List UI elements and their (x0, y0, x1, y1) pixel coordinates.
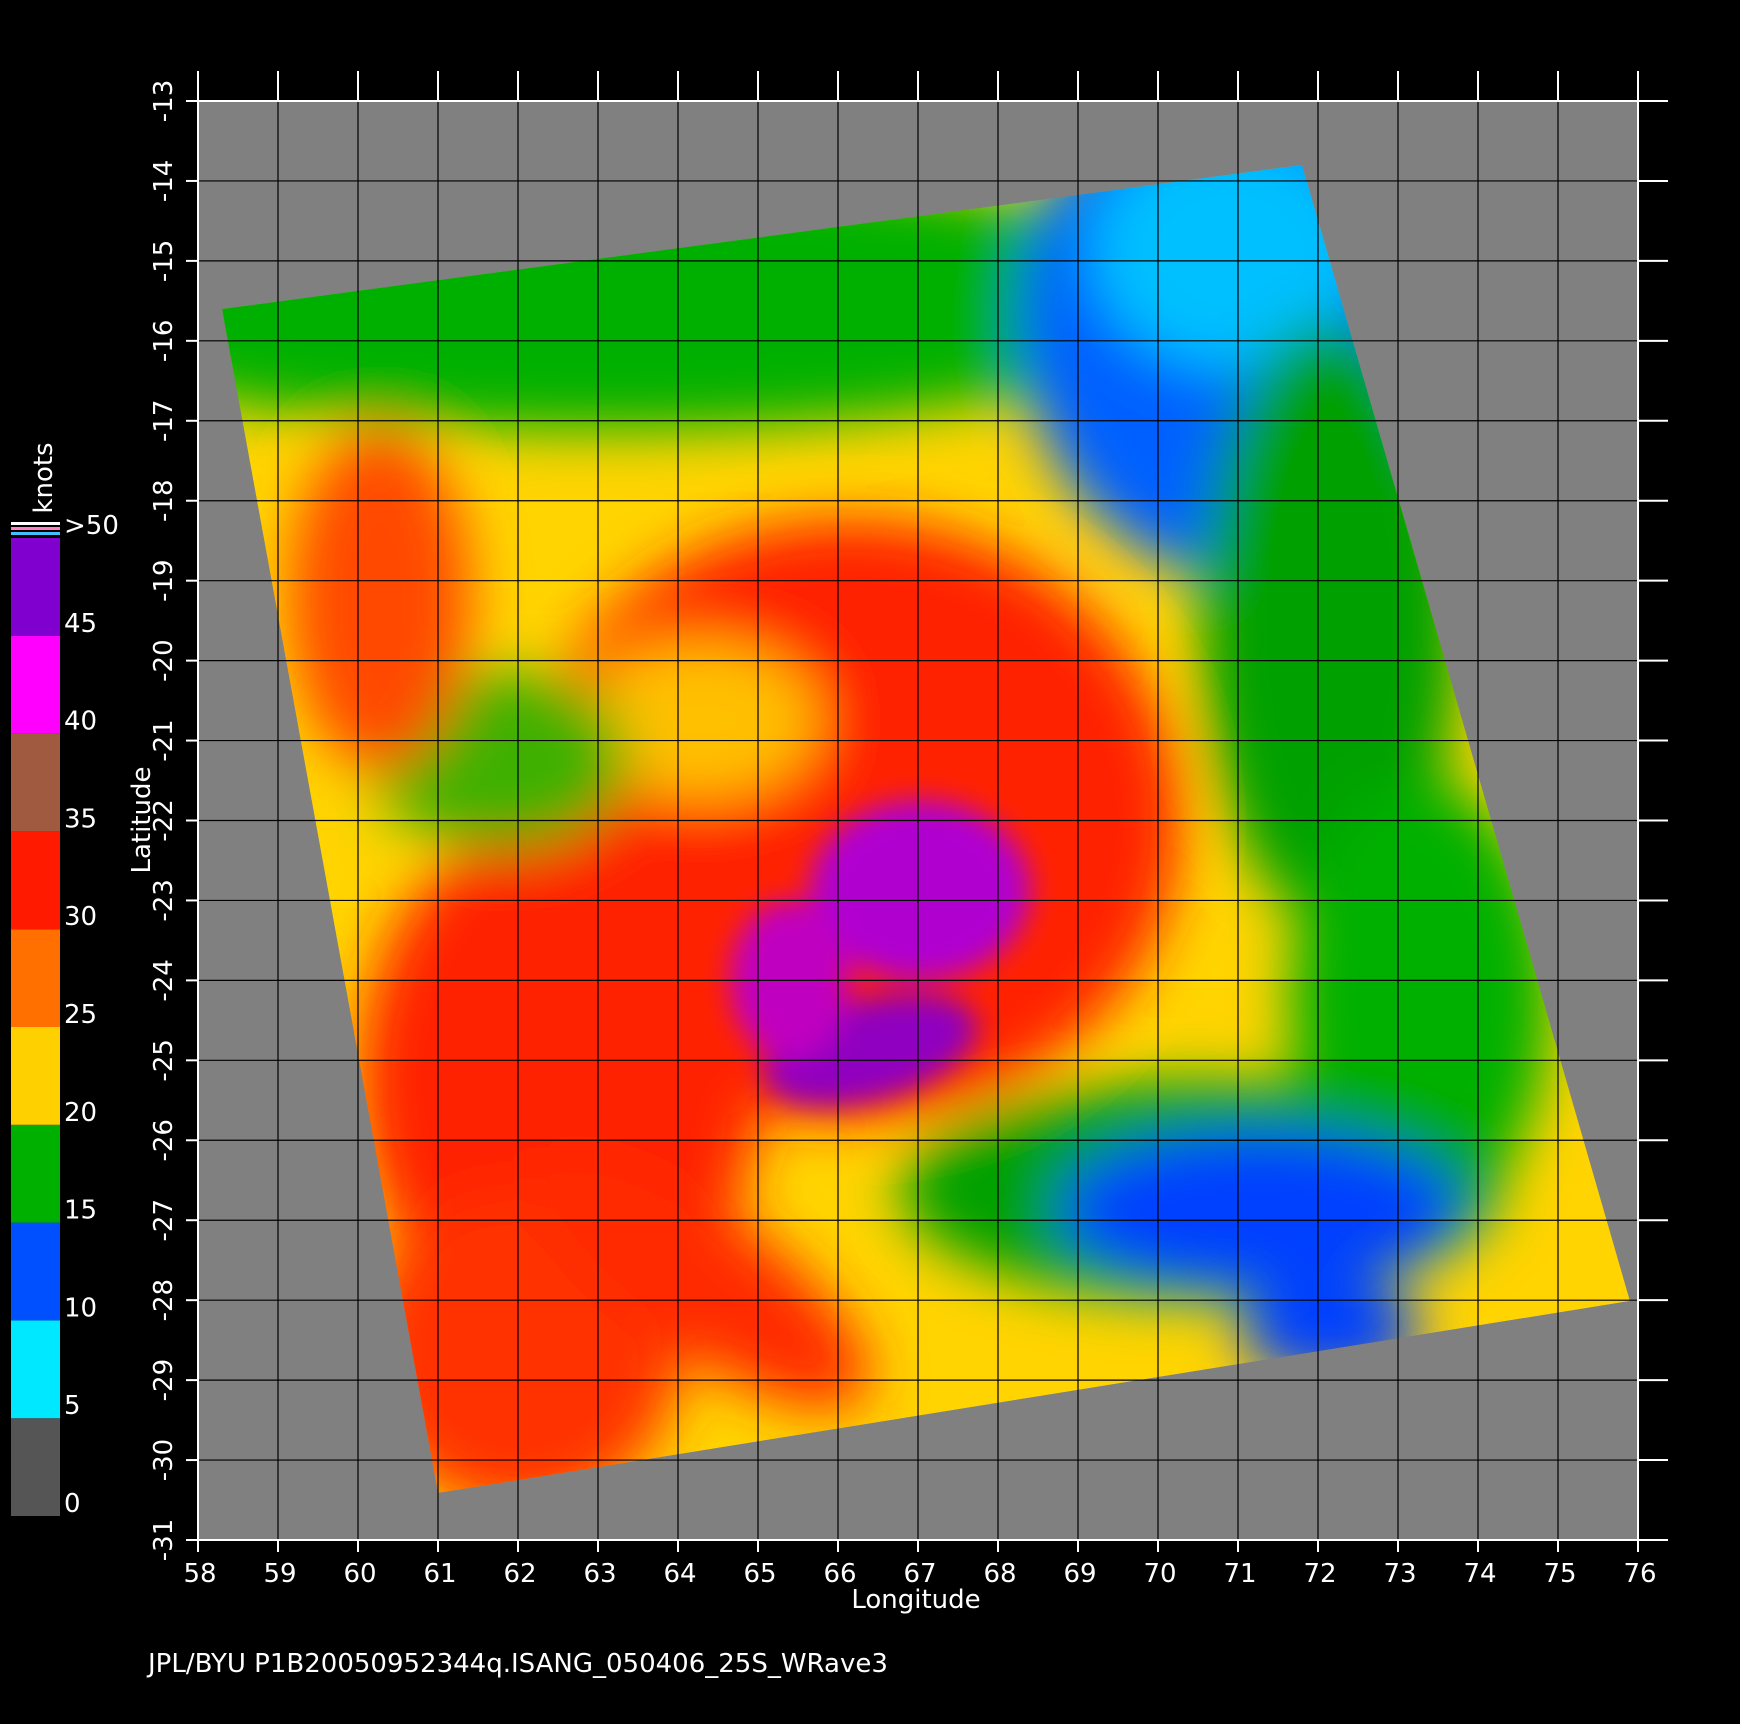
y-tick-label: -15 (149, 240, 179, 282)
y-axis-label: Latitude (127, 766, 157, 873)
x-tick-label: 69 (1063, 1559, 1096, 1589)
y-tick-label: -25 (149, 1039, 179, 1081)
x-tick-label: 63 (583, 1559, 616, 1589)
x-tick-label: 70 (1143, 1559, 1176, 1589)
colorbar-segment (11, 733, 60, 832)
footer: JPL/BYU P1B20050952344q.ISANG_050406_25S… (146, 1649, 888, 1679)
colorbar-tick-label: 10 (64, 1293, 97, 1323)
colorbar-label: knots (29, 442, 59, 513)
colorbar-segment (11, 1222, 60, 1321)
colorbar-segment (11, 1027, 60, 1125)
x-tick-label: 75 (1543, 1559, 1576, 1589)
y-tick-label: -18 (149, 479, 179, 521)
colorbar-tick-label: 0 (64, 1489, 81, 1519)
y-tick-label: -29 (149, 1359, 179, 1401)
x-tick-label: 71 (1223, 1559, 1256, 1589)
colorbar-tick-label: 25 (64, 1000, 97, 1030)
colorbar-stripe (11, 527, 60, 530)
y-tick-label: -14 (149, 160, 179, 202)
x-tick-label: 58 (183, 1559, 216, 1589)
y-tick-label: -20 (149, 639, 179, 681)
colorbar: 0 5 10 15 20 25 30 35 40 45 >50 (11, 511, 119, 1519)
y-tick-label: -24 (149, 959, 179, 1001)
colorbar-tick-label: 30 (64, 902, 97, 932)
colorbar-segment (11, 1320, 60, 1419)
colorbar-tick-label: 40 (64, 707, 97, 737)
x-axis-label: Longitude (851, 1585, 980, 1615)
colorbar-segment (11, 1124, 60, 1223)
colorbar-tick-label: 45 (64, 609, 97, 639)
y-tick-label: -19 (149, 559, 179, 601)
colorbar-segment (11, 635, 60, 734)
y-tick-label: -17 (149, 400, 179, 442)
y-tick-label: -16 (149, 320, 179, 362)
colorbar-stripe (11, 532, 60, 535)
colorbar-segment (11, 538, 60, 636)
y-tick-label: -13 (149, 80, 179, 122)
x-tick-label: 65 (743, 1559, 776, 1589)
x-tick-label: 62 (503, 1559, 536, 1589)
colorbar-segment (11, 929, 60, 1027)
y-tick-label: -28 (149, 1279, 179, 1321)
x-tick-label: 76 (1623, 1559, 1656, 1589)
colorbar-stripe (11, 522, 60, 525)
x-tick-label: 61 (423, 1559, 456, 1589)
x-tick-label: 74 (1463, 1559, 1496, 1589)
y-tick-label: -22 (149, 799, 179, 841)
y-tick-label: -21 (149, 719, 179, 761)
y-tick-label: -27 (149, 1199, 179, 1241)
x-tick-label: 73 (1383, 1559, 1416, 1589)
colorbar-segment (11, 831, 60, 930)
colorbar-tick-label: 5 (64, 1391, 81, 1421)
y-tick-label: -31 (149, 1519, 179, 1561)
colorbar-segment (11, 1418, 60, 1516)
colorbar-tick-label: 35 (64, 804, 97, 834)
x-tick-label: 64 (663, 1559, 696, 1589)
colorbar-tick-label: 20 (64, 1098, 97, 1128)
y-tick-label: -26 (149, 1119, 179, 1161)
plot-frame (197, 100, 1639, 1541)
x-tick-label: 67 (903, 1559, 936, 1589)
x-tick-label: 66 (823, 1559, 856, 1589)
colorbar-tick-label: >50 (64, 511, 119, 541)
x-tick-label: 59 (263, 1559, 296, 1589)
colorbar-tick-label: 15 (64, 1196, 97, 1226)
x-tick-label: 68 (983, 1559, 1016, 1589)
y-tick-label: -23 (149, 879, 179, 921)
y-tick-label: -30 (149, 1439, 179, 1481)
x-tick-label: 72 (1303, 1559, 1336, 1589)
x-tick-label: 60 (343, 1559, 376, 1589)
